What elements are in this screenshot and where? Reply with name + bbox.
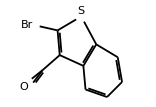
Text: O: O xyxy=(20,82,29,92)
Text: Br: Br xyxy=(21,20,33,30)
Text: S: S xyxy=(78,6,85,16)
